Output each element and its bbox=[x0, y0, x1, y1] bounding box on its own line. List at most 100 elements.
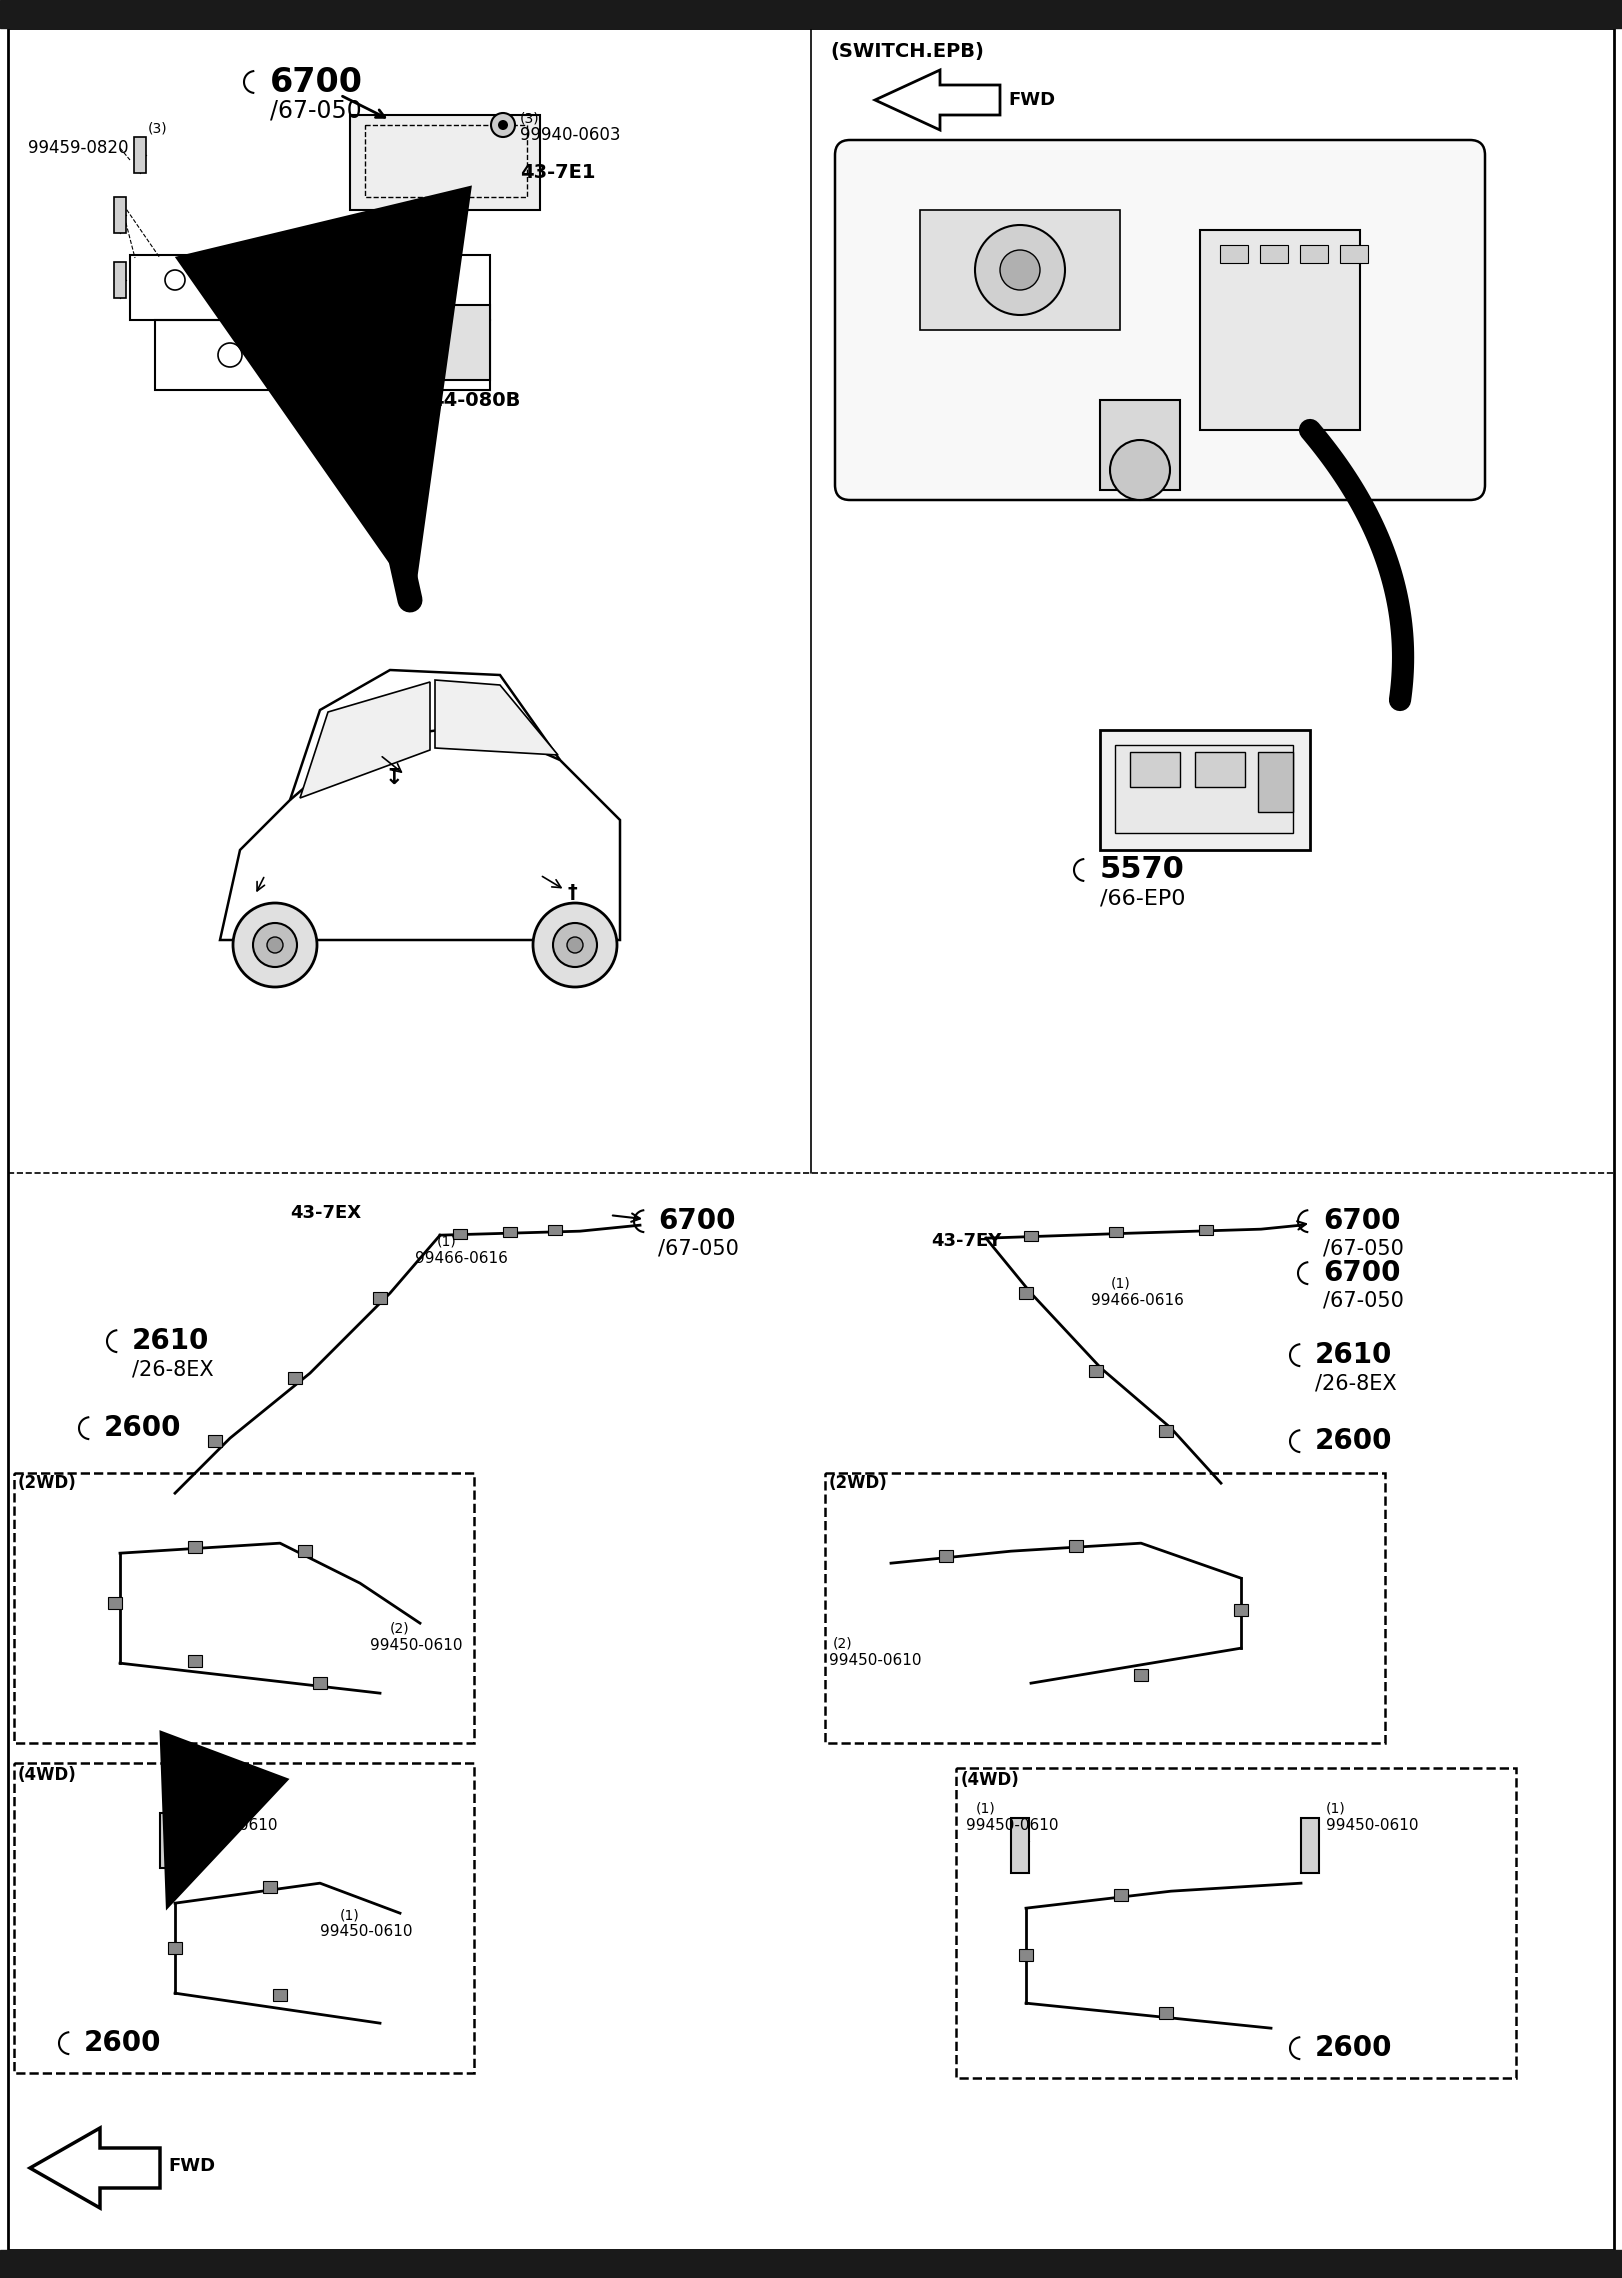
Circle shape bbox=[568, 936, 582, 952]
Text: (1): (1) bbox=[436, 1235, 457, 1248]
Bar bbox=[161, 1813, 178, 1868]
Bar bbox=[920, 210, 1121, 330]
Bar bbox=[1109, 1228, 1122, 1237]
Circle shape bbox=[268, 936, 282, 952]
Bar bbox=[955, 1768, 1517, 2078]
Text: 99450-0610: 99450-0610 bbox=[829, 1652, 921, 1667]
Bar bbox=[1199, 1226, 1213, 1235]
Polygon shape bbox=[874, 71, 1001, 130]
Circle shape bbox=[234, 902, 316, 986]
Bar bbox=[826, 1474, 1385, 1743]
Text: 99450-0610: 99450-0610 bbox=[1327, 1818, 1419, 1834]
Text: 2600: 2600 bbox=[1315, 2034, 1393, 2062]
Bar bbox=[1069, 1540, 1083, 1551]
Bar bbox=[1340, 246, 1367, 262]
Text: 2600: 2600 bbox=[1315, 1428, 1393, 1456]
Polygon shape bbox=[310, 305, 490, 380]
Text: 2610: 2610 bbox=[1315, 1342, 1392, 1369]
Bar bbox=[169, 1943, 182, 1955]
Text: 2600: 2600 bbox=[84, 2030, 162, 2057]
Bar bbox=[272, 1989, 287, 2000]
Bar bbox=[1023, 1230, 1038, 1242]
Polygon shape bbox=[435, 681, 558, 754]
Text: 99450-0610: 99450-0610 bbox=[370, 1638, 462, 1652]
Bar bbox=[1160, 2007, 1173, 2018]
Bar bbox=[1019, 1287, 1033, 1298]
Text: 99940-0603: 99940-0603 bbox=[521, 125, 621, 144]
Bar bbox=[208, 1435, 222, 1447]
Text: FWD: FWD bbox=[169, 2157, 216, 2175]
Bar bbox=[188, 1542, 203, 1554]
Text: (4WD): (4WD) bbox=[960, 1772, 1020, 1788]
Bar bbox=[1131, 752, 1179, 786]
Bar bbox=[109, 1597, 122, 1608]
Text: 5570: 5570 bbox=[1100, 857, 1186, 884]
Text: /67-050: /67-050 bbox=[1324, 1289, 1405, 1310]
Text: 6700: 6700 bbox=[269, 66, 363, 98]
Bar bbox=[1160, 1426, 1173, 1437]
Bar bbox=[1100, 401, 1179, 490]
Text: 43-7E1: 43-7E1 bbox=[521, 162, 595, 182]
Bar bbox=[453, 1230, 467, 1239]
Bar bbox=[1114, 745, 1293, 834]
Circle shape bbox=[491, 114, 516, 137]
Bar bbox=[1195, 752, 1246, 786]
Bar bbox=[188, 1656, 203, 1667]
Text: (1): (1) bbox=[976, 1802, 996, 1816]
Text: (2WD): (2WD) bbox=[18, 1474, 76, 1492]
Bar bbox=[365, 125, 527, 196]
Text: 99450-0610: 99450-0610 bbox=[185, 1818, 277, 1834]
Text: 2600: 2600 bbox=[104, 1415, 182, 1442]
Text: 43-7EY: 43-7EY bbox=[931, 1232, 1001, 1251]
Bar bbox=[1088, 1365, 1103, 1378]
Bar bbox=[350, 114, 540, 210]
Bar bbox=[1200, 230, 1359, 431]
Bar bbox=[1260, 246, 1288, 262]
Text: (1): (1) bbox=[1111, 1276, 1131, 1289]
Bar bbox=[298, 1544, 311, 1558]
Text: /26-8EX: /26-8EX bbox=[131, 1360, 214, 1378]
Circle shape bbox=[553, 923, 597, 966]
Text: (2WD): (2WD) bbox=[829, 1474, 887, 1492]
Text: 99466-0616: 99466-0616 bbox=[1092, 1292, 1184, 1308]
Bar bbox=[1114, 1888, 1127, 1902]
Circle shape bbox=[1109, 440, 1169, 499]
Text: (4WD): (4WD) bbox=[18, 1765, 76, 1784]
Polygon shape bbox=[29, 2128, 161, 2207]
Polygon shape bbox=[300, 681, 430, 797]
Bar bbox=[373, 1292, 388, 1305]
Circle shape bbox=[498, 121, 508, 130]
Text: 6700: 6700 bbox=[1324, 1260, 1400, 1287]
Bar bbox=[1259, 752, 1293, 811]
Text: 99459-0820: 99459-0820 bbox=[28, 139, 128, 157]
Bar bbox=[263, 1882, 277, 1893]
Text: 99450-0610: 99450-0610 bbox=[967, 1818, 1059, 1834]
Text: 43-7EX: 43-7EX bbox=[290, 1205, 362, 1223]
Bar bbox=[1134, 1670, 1148, 1681]
Bar bbox=[0, 0, 1622, 27]
Text: (1): (1) bbox=[1327, 1802, 1346, 1816]
Bar bbox=[313, 1677, 328, 1690]
Text: (2): (2) bbox=[389, 1622, 410, 1636]
Text: /26-8EX: /26-8EX bbox=[1315, 1374, 1397, 1394]
Bar bbox=[1234, 1604, 1247, 1615]
Bar bbox=[939, 1549, 954, 1563]
Text: (3): (3) bbox=[521, 112, 540, 125]
Bar bbox=[1011, 1818, 1028, 1873]
Bar bbox=[1100, 729, 1311, 850]
Text: 6700: 6700 bbox=[1324, 1207, 1400, 1235]
Bar bbox=[1019, 1950, 1033, 1961]
Text: ↧: ↧ bbox=[384, 768, 404, 788]
Bar bbox=[15, 1763, 474, 2073]
Text: (SWITCH.EPB): (SWITCH.EPB) bbox=[830, 43, 985, 62]
Text: 99450-0610: 99450-0610 bbox=[320, 1923, 412, 1939]
Text: (2): (2) bbox=[834, 1636, 853, 1649]
FancyBboxPatch shape bbox=[835, 139, 1486, 499]
Text: (1): (1) bbox=[341, 1909, 360, 1923]
Bar bbox=[1301, 1818, 1319, 1873]
Circle shape bbox=[1001, 251, 1040, 289]
Text: /67-050: /67-050 bbox=[1324, 1239, 1405, 1257]
Text: (3): (3) bbox=[148, 121, 167, 134]
Bar bbox=[114, 262, 127, 298]
Text: 99466-0616: 99466-0616 bbox=[415, 1251, 508, 1267]
